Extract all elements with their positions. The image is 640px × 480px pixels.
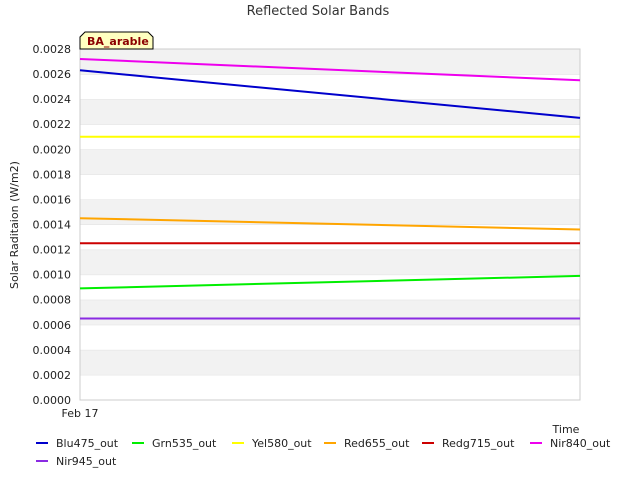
grid-band	[80, 224, 580, 250]
y-tick-label: 0.0024	[33, 93, 72, 106]
legend-label: Redg715_out	[442, 437, 515, 450]
badge: BA_arable	[79, 31, 154, 50]
badge-label: BA_arable	[87, 35, 149, 48]
y-axis: 0.0000 0.0002 0.0004 0.0006 0.0008 0.0010 0.00…	[33, 43, 72, 407]
y-tick-label: 0.0016	[33, 193, 72, 206]
grid-band	[80, 374, 580, 400]
y-tick-label: 0.0022	[33, 118, 72, 131]
y-tick-label: 0.0026	[33, 68, 72, 81]
chart-title: Reflected Solar Bands	[247, 4, 390, 19]
y-tick-label: 0.0008	[33, 294, 72, 307]
legend-label: Red655_out	[344, 437, 410, 450]
y-tick-label: 0.0006	[33, 319, 72, 332]
series-line-blu475_out	[79, 69, 581, 119]
y-tick-label: 0.0028	[33, 43, 72, 56]
legend: Blu475_out Grn535_out Yel580_out Red655_out…	[36, 437, 611, 468]
y-tick-label: 0.0020	[33, 143, 72, 156]
legend-label: Nir945_out	[56, 455, 117, 468]
y-tick-label: 0.0000	[33, 394, 72, 407]
legend-label: Grn535_out	[152, 437, 217, 450]
grid-band	[80, 299, 580, 325]
grid-band	[80, 99, 580, 125]
plot-area	[79, 48, 581, 401]
legend-label: Nir840_out	[550, 437, 611, 450]
y-tick-label: 0.0014	[33, 219, 72, 232]
y-axis-label: Solar Raditaion (W/m2)	[8, 161, 21, 289]
y-tick-label: 0.0018	[33, 168, 72, 181]
y-tick-label: 0.0002	[33, 369, 72, 382]
y-tick-label: 0.0012	[33, 244, 72, 257]
grid-band	[80, 249, 580, 275]
badge-box	[79, 31, 154, 50]
legend-label: Blu475_out	[56, 437, 119, 450]
legend-label: Yel580_out	[251, 437, 312, 450]
x-tick-label: Feb 17	[62, 407, 99, 420]
grid-band	[80, 324, 580, 350]
x-axis-label: Time	[552, 423, 580, 436]
y-tick-label: 0.0004	[33, 344, 72, 357]
series-line-red655_out	[79, 217, 581, 231]
y-tick-label: 0.0010	[33, 269, 72, 282]
series-lines	[79, 58, 581, 320]
grid-band	[80, 349, 580, 375]
grid-bands	[80, 48, 580, 400]
grid-band	[80, 174, 580, 200]
series-line-grn535_out	[79, 274, 581, 290]
series-line-nir840_out	[79, 58, 581, 82]
x-axis: Feb 17	[62, 407, 99, 420]
grid-band	[80, 149, 580, 175]
